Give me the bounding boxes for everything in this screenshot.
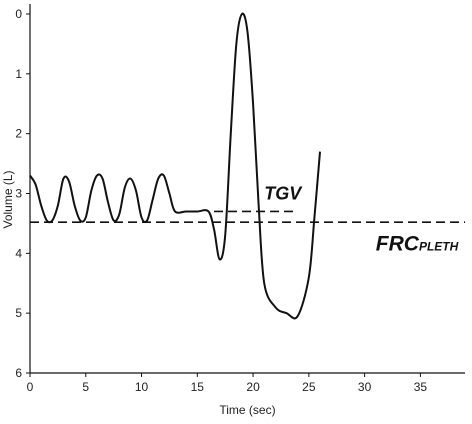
x-tick-label: 20: [246, 380, 260, 394]
annotations: TGV FRCPLETH: [264, 183, 458, 255]
x-tick-label: 0: [27, 380, 34, 394]
x-tick-label: 25: [302, 380, 316, 394]
axes: [29, 4, 465, 374]
y-tick-label: 1: [15, 67, 22, 81]
y-tick-label: 4: [15, 246, 22, 260]
x-tick-label: 5: [82, 380, 89, 394]
frc-subscript: PLETH: [419, 239, 459, 253]
y-tick-label: 0: [15, 7, 22, 21]
frc-pleth-annotation: FRCPLETH: [376, 232, 459, 255]
x-tick-label: 10: [135, 380, 149, 394]
frc-label: FRC: [376, 232, 420, 255]
y-tick-label: 2: [15, 127, 22, 141]
y-tick-label: 5: [15, 306, 22, 320]
x-tick-label: 30: [358, 380, 372, 394]
volume-trace-line: [29, 12, 321, 320]
y-tick-label: 6: [15, 366, 22, 380]
series-group: [29, 12, 465, 320]
x-axis-label: Time (sec): [219, 403, 275, 417]
y-tick-label: 3: [15, 187, 22, 201]
tgv-annotation: TGV: [264, 183, 303, 203]
x-tick-label: 15: [191, 380, 205, 394]
y-axis-label: Volume (L): [1, 170, 15, 228]
x-tick-label: 35: [414, 380, 428, 394]
